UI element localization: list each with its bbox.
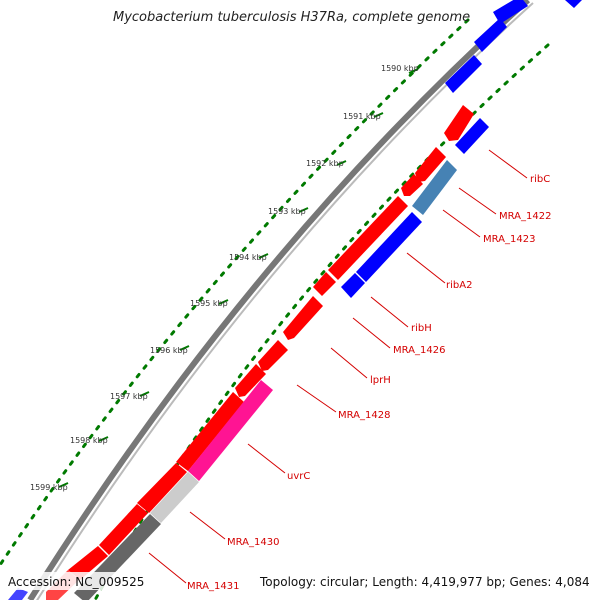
tick-label: 1596 kbp — [150, 346, 188, 355]
backbone-light — [36, 2, 534, 600]
gene-labels: ribC MRA_1422 MRA_1423 ribA2 ribH MRA_14… — [187, 174, 551, 592]
gene-ribA2[interactable] — [356, 212, 422, 282]
leader-lines — [148, 149, 528, 584]
tick-label: 1591 kbp — [343, 112, 381, 121]
gene-red-MRA_1431[interactable] — [68, 546, 108, 580]
gene-red-1[interactable] — [444, 105, 474, 141]
gene-label-MRA_1422[interactable]: MRA_1422 — [499, 211, 551, 222]
gene-red-MRA_1430[interactable] — [137, 463, 187, 513]
footer-accession-bg — [6, 572, 146, 590]
footer-accession: Accession: NC_009525 — [8, 575, 144, 589]
gene-MRA_1428[interactable] — [235, 364, 266, 397]
scale-ticks: 1590 kbp 1591 kbp 1592 kbp 1593 kbp 1594… — [30, 64, 419, 492]
gene-red-ribA2[interactable] — [328, 196, 408, 280]
gene-label-ribC[interactable]: ribC — [530, 174, 550, 185]
tick-label: 1592 kbp — [306, 159, 344, 168]
tick-label: 1599 kbp — [30, 483, 68, 492]
tick-label: 1595 kbp — [190, 299, 228, 308]
gene-reverse-top-2[interactable] — [474, 18, 507, 52]
footer-summary: Topology: circular; Length: 4,419,977 bp… — [259, 575, 590, 589]
gene-blue-bottom[interactable] — [8, 588, 28, 600]
gene-reverse-top-3[interactable] — [445, 55, 482, 93]
gene-label-MRA_1426[interactable]: MRA_1426 — [393, 345, 445, 356]
gene-label-lprH[interactable]: lprH — [370, 375, 391, 386]
gene-MRA_1430[interactable] — [150, 472, 199, 523]
gene-red-MRA_1431-2[interactable] — [99, 504, 148, 555]
gene-red-2[interactable] — [401, 174, 423, 196]
gene-MRA_1422[interactable] — [415, 147, 446, 182]
map-title: Mycobacterium tuberculosis H37Ra, comple… — [113, 10, 470, 25]
tick-label: 1590 kbp — [381, 64, 419, 73]
gene-label-MRA_1431[interactable]: MRA_1431 — [187, 581, 239, 592]
gene-red-uvrC[interactable] — [176, 392, 244, 471]
tick-label: 1593 kbp — [268, 207, 306, 216]
gene-reverse-top[interactable] — [493, 0, 528, 24]
gene-ribH[interactable] — [341, 273, 365, 298]
footer-summary-bg — [258, 572, 596, 590]
gene-label-uvrC[interactable]: uvrC — [287, 471, 310, 482]
gene-reverse-corner[interactable] — [565, 0, 582, 8]
gene-MRA_1423[interactable] — [412, 160, 457, 215]
gene-label-MRA_1430[interactable]: MRA_1430 — [227, 537, 279, 548]
tick-label: 1594 kbp — [229, 253, 267, 262]
gene-MRA_1426[interactable] — [283, 296, 323, 340]
gene-label-ribA2[interactable]: ribA2 — [446, 280, 472, 291]
tick-label: 1597 kbp — [110, 392, 148, 401]
gene-uvrC[interactable] — [188, 380, 273, 481]
gene-ribC[interactable] — [455, 118, 489, 154]
gene-features — [8, 0, 582, 600]
gene-red-ribH[interactable] — [313, 272, 336, 296]
gene-lprH[interactable] — [258, 340, 288, 371]
gene-label-MRA_1423[interactable]: MRA_1423 — [483, 234, 535, 245]
backbone-dark — [27, 0, 531, 600]
gene-label-MRA_1428[interactable]: MRA_1428 — [338, 410, 390, 421]
outer-scale-ring — [0, 18, 470, 567]
tick-label: 1598 kbp — [70, 436, 108, 445]
gene-label-ribH[interactable]: ribH — [411, 323, 432, 334]
